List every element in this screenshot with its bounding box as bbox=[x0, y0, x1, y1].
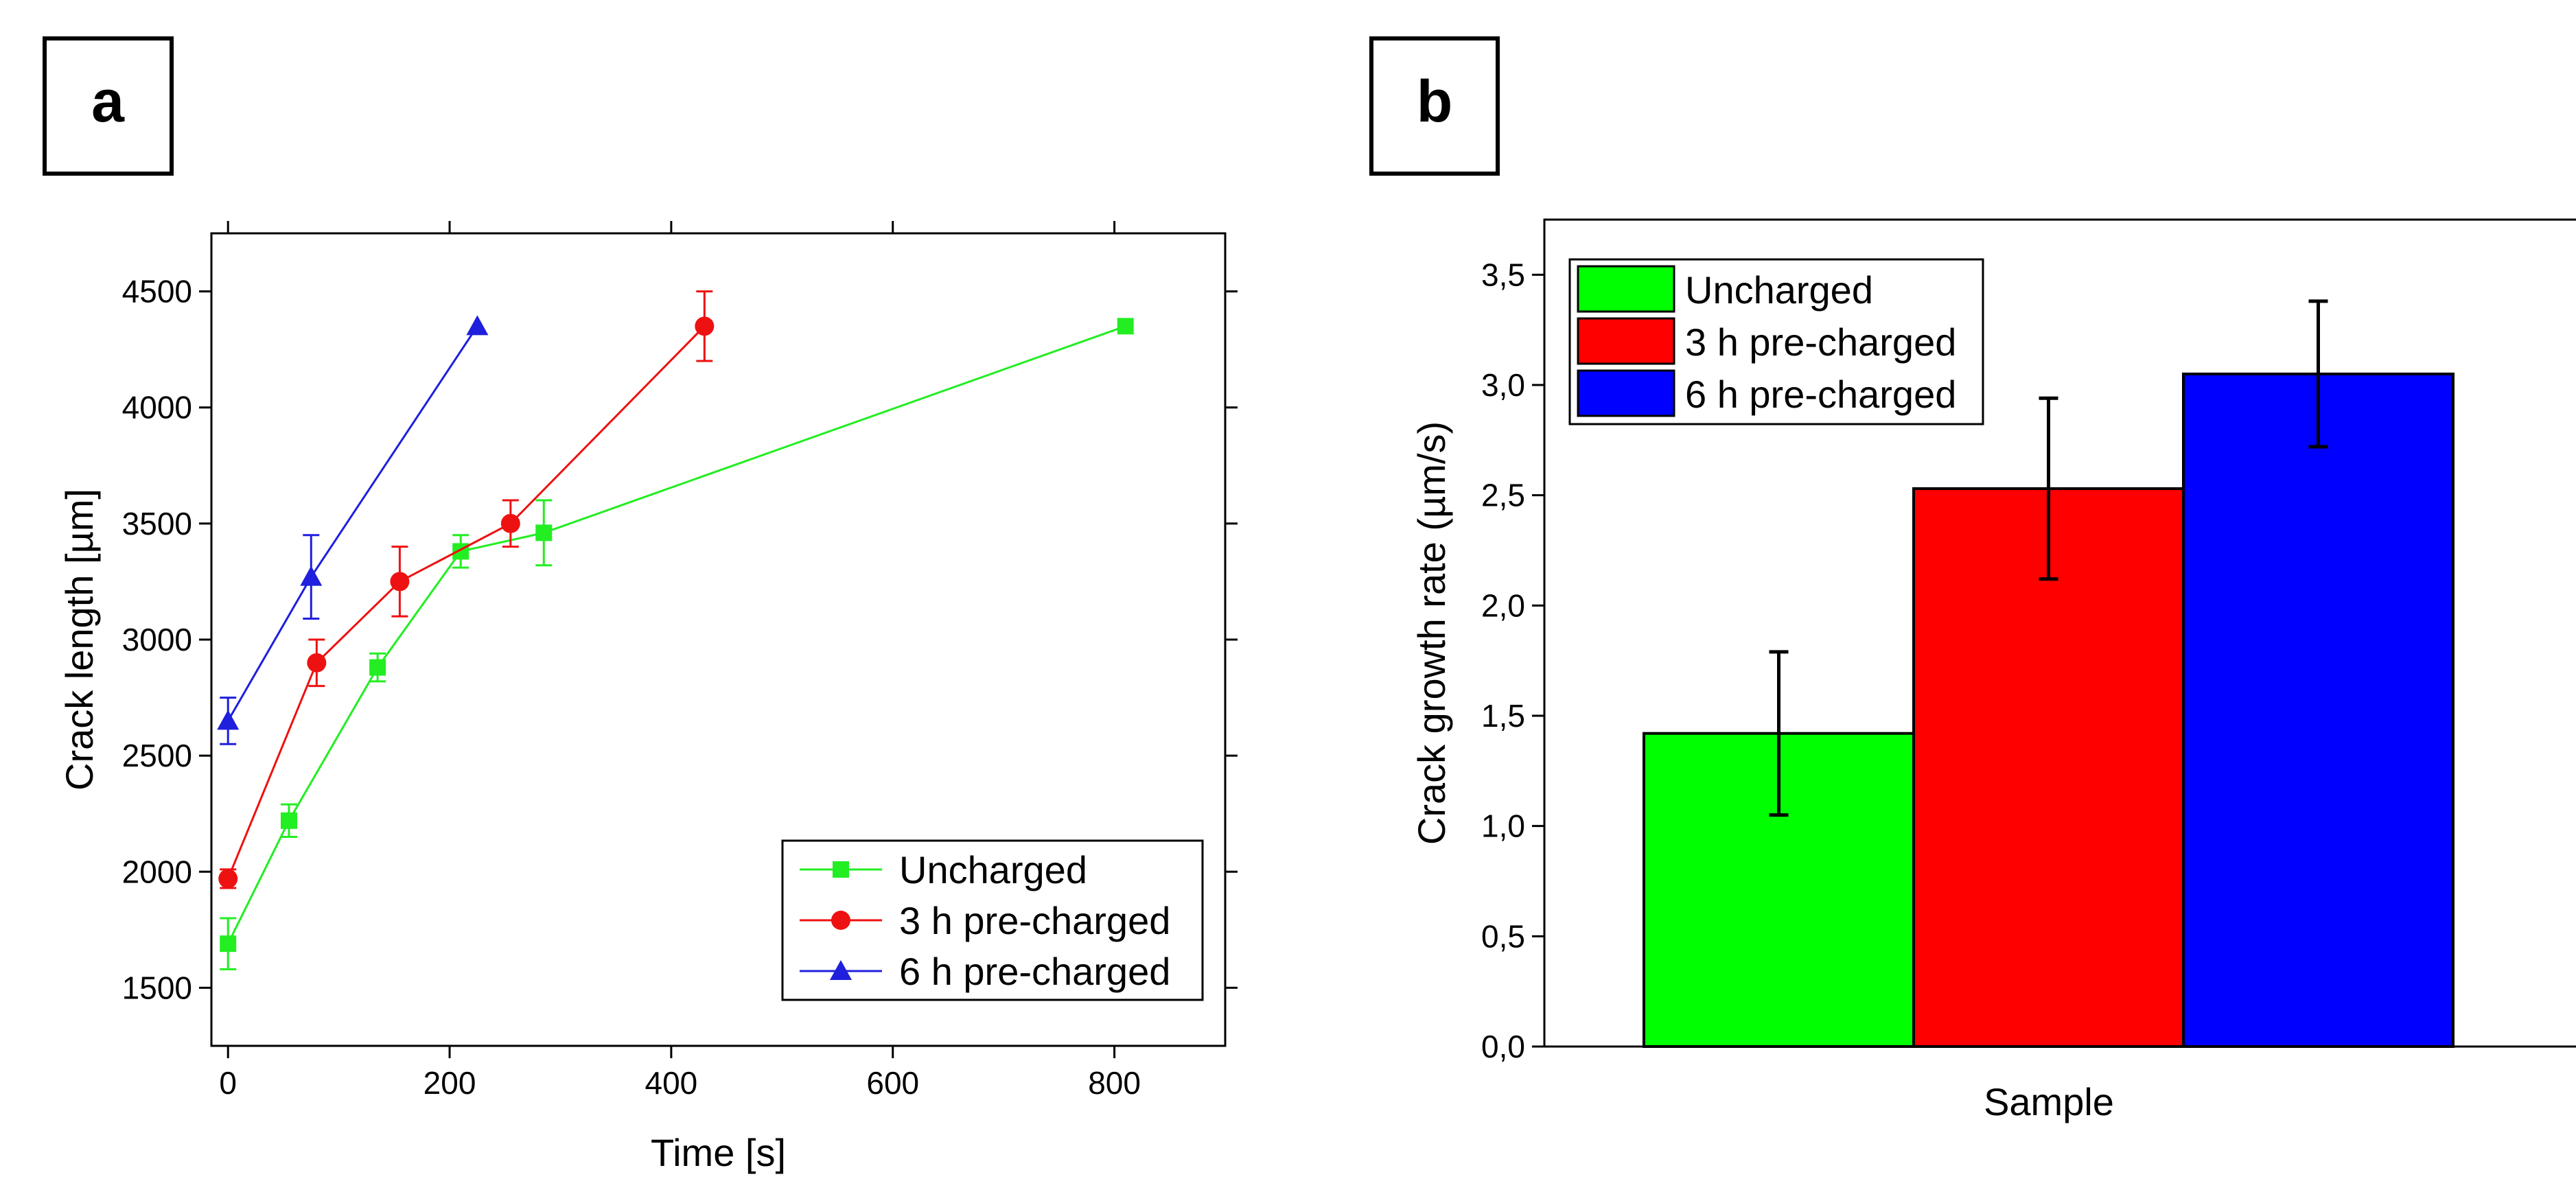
chart-a-data-point bbox=[369, 659, 386, 676]
chart-b-bar bbox=[2182, 372, 2455, 1048]
chart-a-series-circle bbox=[218, 290, 715, 889]
chart-a-legend-label: 6 h pre-charged bbox=[899, 950, 1170, 993]
chart-a-legend-label: Uncharged bbox=[899, 848, 1087, 891]
chart-a-y-axis-label: Crack length [µm] bbox=[58, 489, 101, 791]
chart-a-x-axis-label: Time [s] bbox=[651, 1131, 786, 1174]
chart-a-x-tick-label: 600 bbox=[866, 1065, 919, 1101]
chart-b-frame bbox=[1543, 218, 2576, 1048]
chart-a-frame bbox=[210, 232, 1227, 1047]
chart-a-data-point bbox=[217, 710, 240, 730]
chart-a-ticks: 0 200 400 600 800 1500 2000 2500 3000 3500 4000 450… bbox=[122, 221, 1238, 1101]
chart-b-y-tick-label: 2,0 bbox=[1481, 587, 1525, 623]
chart-a-legend: Uncharged 3 h pre-charged 6 h pre-charged bbox=[781, 839, 1204, 1001]
chart-b-y-tick-label: 0,0 bbox=[1481, 1029, 1525, 1064]
chart-a-y-tick-label: 3000 bbox=[122, 622, 192, 657]
chart-a-series bbox=[217, 290, 1134, 970]
chart-a-data-point bbox=[390, 572, 410, 592]
chart-b-legend-label: 3 h pre-charged bbox=[1685, 320, 1956, 364]
chart-a-series-line bbox=[227, 325, 1126, 944]
panel-b-label: b bbox=[1369, 36, 1500, 176]
chart-a-legend-box bbox=[781, 839, 1204, 1001]
chart-b-legend: Uncharged 3 h pre-charged 6 h pre-charged bbox=[1568, 258, 1984, 425]
chart-b-y-tick-label: 1,5 bbox=[1481, 698, 1525, 734]
chart-a-legend-item: 6 h pre-charged bbox=[800, 950, 1170, 993]
chart-b-y-tick-label: 1,0 bbox=[1481, 808, 1525, 844]
chart-a-data-point bbox=[307, 653, 327, 673]
panel-a-label-box bbox=[43, 36, 174, 176]
chart-b-bar-plot: 0,0 0,5 1,0 1,5 2,0 2,5 3,0 3,5 Sample Crack gr… bbox=[1410, 218, 2576, 1123]
chart-a-x-tick-label: 800 bbox=[1088, 1065, 1141, 1101]
chart-a-series-line bbox=[227, 325, 706, 880]
chart-a-legend-item: Uncharged bbox=[800, 848, 1087, 891]
chart-b-legend-label: Uncharged bbox=[1685, 268, 1873, 312]
chart-a-x-tick-label: 400 bbox=[645, 1065, 698, 1101]
panel-b-letter: b bbox=[1417, 69, 1453, 135]
chart-a-data-point bbox=[220, 935, 237, 953]
chart-a-x-tick-label: 200 bbox=[423, 1065, 476, 1101]
chart-a-series-triangle bbox=[217, 315, 489, 745]
chart-b-legend-item: 3 h pre-charged bbox=[1577, 317, 1956, 365]
chart-b-legend-item: Uncharged bbox=[1577, 265, 1873, 313]
chart-a-y-tick-label: 4500 bbox=[122, 274, 192, 309]
chart-a-data-point bbox=[500, 513, 520, 533]
chart-a-data-point bbox=[218, 869, 238, 889]
chart-b-legend-item: 6 h pre-charged bbox=[1577, 369, 1956, 417]
chart-b-ticks: 0,0 0,5 1,0 1,5 2,0 2,5 3,0 3,5 bbox=[1481, 257, 1544, 1064]
chart-a-series-square bbox=[220, 318, 1134, 970]
chart-a-legend-label: 3 h pre-charged bbox=[899, 899, 1170, 942]
chart-a-x-tick-label: 0 bbox=[219, 1065, 237, 1101]
chart-b-y-tick-label: 3,5 bbox=[1481, 257, 1525, 292]
chart-a-series-line bbox=[227, 325, 478, 722]
panel-a-letter: a bbox=[91, 69, 125, 135]
chart-b-bars bbox=[1643, 299, 2455, 1048]
chart-a-data-point bbox=[280, 812, 297, 829]
chart-b-legend-swatch bbox=[1577, 317, 1675, 365]
chart-b-y-tick-label: 3,0 bbox=[1481, 367, 1525, 403]
chart-a-y-tick-label: 3500 bbox=[122, 506, 192, 541]
chart-a-legend-marker bbox=[831, 911, 850, 930]
chart-a-legend-item: 3 h pre-charged bbox=[800, 899, 1170, 942]
panel-a-label: a bbox=[43, 36, 174, 176]
chart-a-data-point bbox=[466, 315, 489, 336]
chart-a-line-plot: 0 200 400 600 800 1500 2000 2500 3000 3500 4000 450… bbox=[58, 221, 1238, 1174]
chart-b-x-axis-label: Sample bbox=[1984, 1080, 2114, 1123]
chart-a-data-point bbox=[535, 524, 553, 541]
chart-b-y-tick-label: 0,5 bbox=[1481, 918, 1525, 954]
chart-a-y-tick-label: 4000 bbox=[122, 390, 192, 425]
chart-a-y-tick-label: 2500 bbox=[122, 738, 192, 773]
chart-a-data-point bbox=[1117, 318, 1134, 335]
chart-a-y-tick-label: 2000 bbox=[122, 854, 192, 889]
chart-b-y-axis-label: Crack growth rate (µm/s) bbox=[1410, 421, 1453, 845]
chart-b-legend-label: 6 h pre-charged bbox=[1685, 373, 1956, 416]
chart-a-legend-marker bbox=[833, 861, 849, 878]
chart-b-y-tick-label: 2,5 bbox=[1481, 478, 1525, 513]
chart-a-data-point bbox=[695, 316, 715, 336]
panel-b-label-box bbox=[1369, 36, 1500, 176]
chart-b-legend-swatch bbox=[1577, 265, 1675, 313]
chart-b-bar bbox=[1912, 487, 2185, 1048]
chart-a-y-tick-label: 1500 bbox=[122, 970, 192, 1005]
chart-b-legend-swatch bbox=[1577, 369, 1675, 417]
chart-a-legend-marker bbox=[830, 960, 852, 980]
chart-a-data-point bbox=[300, 565, 323, 586]
